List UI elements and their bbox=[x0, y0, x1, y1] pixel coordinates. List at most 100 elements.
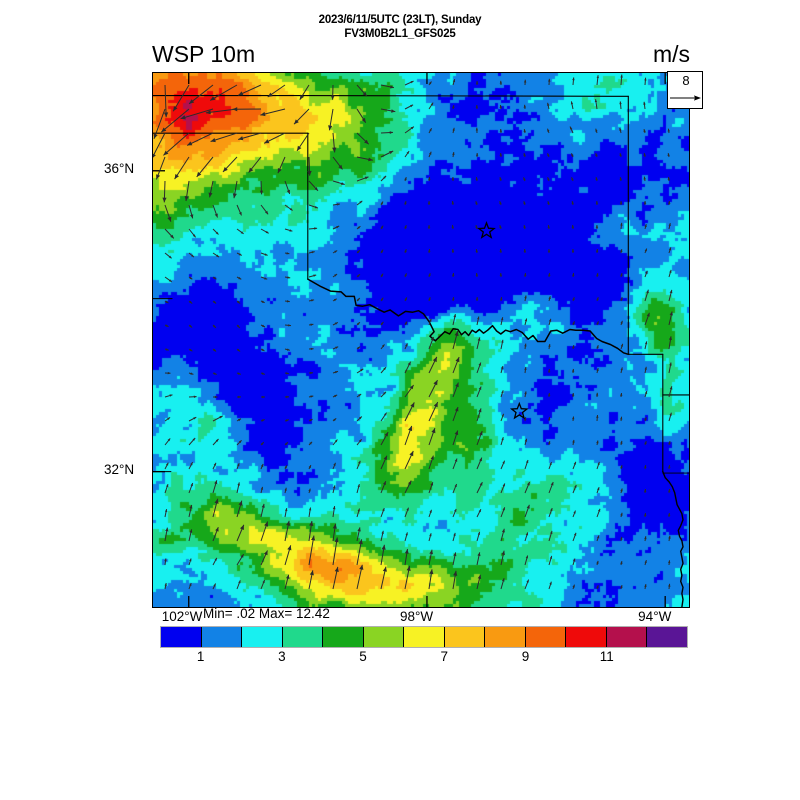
wind-vector-head bbox=[383, 175, 387, 179]
header-date-line: 2023/6/11/5UTC (23LT), Sunday bbox=[318, 14, 482, 26]
wind-vector-head bbox=[523, 201, 526, 205]
wind-vector-head bbox=[163, 150, 169, 156]
wind-vector-head bbox=[314, 205, 318, 209]
wind-vector-head bbox=[524, 417, 527, 420]
wind-vector-head bbox=[314, 227, 318, 230]
wind-vector-head bbox=[189, 529, 193, 533]
wind-vector bbox=[160, 108, 190, 133]
wind-vector-head bbox=[265, 210, 269, 215]
wind-vector-head bbox=[644, 341, 648, 345]
wind-vector-head bbox=[334, 394, 338, 398]
units-label: m/s bbox=[652, 41, 690, 67]
wind-vector-head bbox=[619, 127, 622, 131]
wind-vector-head bbox=[357, 484, 360, 488]
wind-vector-head bbox=[189, 300, 193, 304]
wind-vector-head bbox=[595, 177, 598, 181]
wind-vector-head bbox=[477, 552, 481, 557]
wind-vector-head bbox=[523, 104, 527, 108]
colorbar-tick: 7 bbox=[440, 649, 449, 664]
wind-vector-head bbox=[643, 153, 646, 156]
wind-vector-head bbox=[452, 79, 456, 83]
wind-vector bbox=[153, 132, 166, 158]
wind-vector-head bbox=[595, 249, 599, 252]
colorbar-tick-labels: 1 3 5 7 9 11 bbox=[160, 649, 688, 669]
wind-vector-head bbox=[645, 270, 648, 274]
wind-vector-head bbox=[475, 201, 478, 205]
wind-vector bbox=[188, 84, 214, 105]
wind-vector-head bbox=[596, 585, 599, 589]
wind-vector-head bbox=[595, 128, 598, 132]
wind-vector-head bbox=[429, 569, 434, 575]
wind-vector-head bbox=[210, 138, 216, 143]
wind-vector-head bbox=[167, 417, 171, 420]
colorbar-segment bbox=[282, 627, 324, 647]
wind-vector-head bbox=[191, 254, 194, 258]
wind-vector-head bbox=[169, 394, 173, 397]
wind-vector-head bbox=[451, 177, 455, 180]
wind-vector-head bbox=[572, 345, 575, 348]
wind-vector-head bbox=[454, 508, 457, 512]
wind-vector-head bbox=[644, 417, 647, 421]
wind-vector-head bbox=[187, 141, 193, 146]
wind-vector-head bbox=[597, 461, 600, 465]
wind-vector-head bbox=[286, 574, 290, 579]
wind-vector-head bbox=[189, 99, 195, 104]
wind-vector-head bbox=[571, 225, 575, 228]
wind-vector-head bbox=[428, 81, 432, 85]
wind-vector bbox=[180, 108, 214, 120]
wind-vector-head bbox=[475, 273, 479, 276]
wind-vector-head bbox=[475, 127, 479, 131]
colorbar-segment bbox=[363, 627, 405, 647]
wind-vector-head bbox=[427, 201, 431, 204]
wind-vector-head bbox=[297, 145, 302, 151]
wind-vector-head bbox=[357, 298, 360, 301]
wind-vector-head bbox=[501, 366, 504, 369]
wind-vector-head bbox=[620, 416, 623, 420]
wind-vector-head bbox=[192, 438, 196, 441]
wind-vector-head bbox=[264, 139, 270, 144]
wind-vector bbox=[172, 84, 190, 112]
wind-vector-head bbox=[360, 368, 364, 372]
wind-vector-head bbox=[168, 255, 172, 259]
wind-vector-head bbox=[237, 463, 240, 467]
wind-vector-head bbox=[338, 164, 343, 170]
wind-vector-head bbox=[263, 550, 268, 556]
wind-vector-head bbox=[451, 249, 455, 252]
wind-vector-head bbox=[454, 458, 458, 462]
wind-vector-head bbox=[452, 297, 455, 300]
wind-vector-head bbox=[643, 489, 647, 492]
wind-vector-head bbox=[502, 507, 505, 511]
wind-vector-head bbox=[478, 509, 481, 513]
wind-vector-head bbox=[549, 581, 552, 585]
wind-vector-head bbox=[524, 273, 527, 276]
wind-vector-head bbox=[596, 345, 599, 349]
wind-vector-head bbox=[264, 521, 269, 527]
wind-vector-head bbox=[404, 249, 407, 253]
wind-vector-head bbox=[261, 419, 265, 422]
wind-vector-head bbox=[409, 451, 414, 457]
wind-vector-head bbox=[429, 151, 432, 155]
wind-vector-head bbox=[358, 439, 362, 443]
wind-vector-head bbox=[433, 402, 438, 408]
wind-vector-head bbox=[550, 482, 554, 486]
wind-vector-head bbox=[596, 535, 600, 539]
wind-vector-head bbox=[380, 321, 384, 325]
wind-vector-head bbox=[547, 225, 550, 228]
wind-vector-head bbox=[451, 273, 455, 276]
right-arrow-icon bbox=[670, 95, 701, 101]
wind-vector-head bbox=[404, 297, 407, 301]
wind-vector-head bbox=[646, 312, 650, 317]
wind-vector-head bbox=[190, 483, 193, 487]
wind-vector-head bbox=[643, 513, 647, 516]
wind-vector-head bbox=[390, 85, 394, 89]
wind-vector-head bbox=[165, 527, 169, 532]
wind-vector-head bbox=[523, 153, 526, 157]
wind-vector-head bbox=[264, 253, 268, 256]
colorbar-segment bbox=[525, 627, 567, 647]
wind-vector-head bbox=[596, 297, 599, 301]
colorbar-segment bbox=[161, 627, 202, 647]
map-plot-area[interactable] bbox=[152, 72, 690, 608]
wind-vector-head bbox=[337, 203, 340, 206]
wind-vector-head bbox=[238, 136, 244, 141]
wind-vector-key: 8 bbox=[667, 71, 703, 109]
